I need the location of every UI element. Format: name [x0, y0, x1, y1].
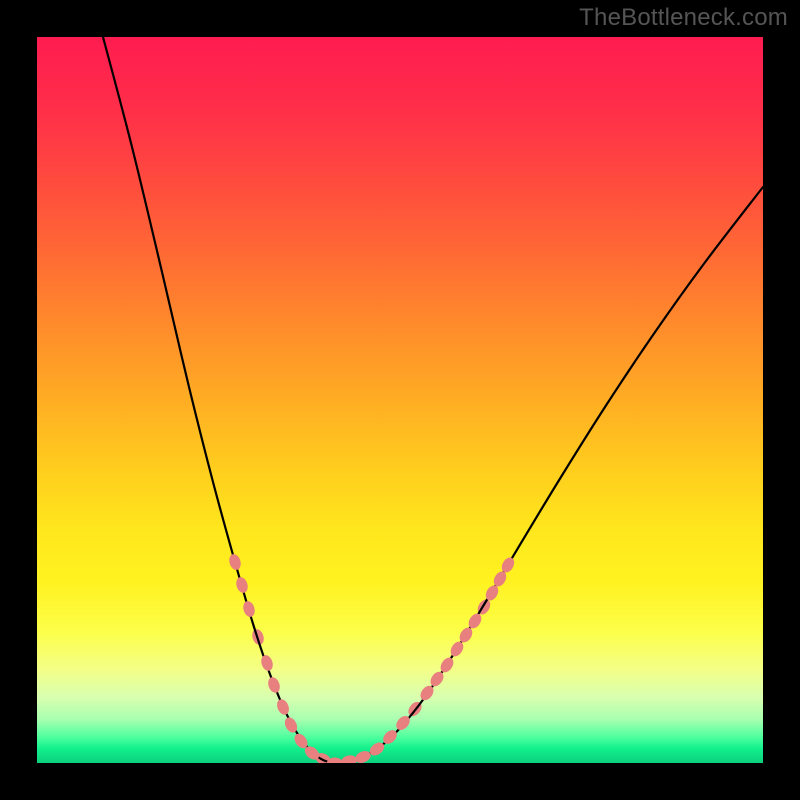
gradient-background: [37, 37, 763, 763]
plot-area: [37, 37, 763, 763]
watermark-text: TheBottleneck.com: [579, 4, 788, 32]
chart-frame: TheBottleneck.com: [0, 0, 800, 800]
plot-svg: [37, 37, 763, 763]
